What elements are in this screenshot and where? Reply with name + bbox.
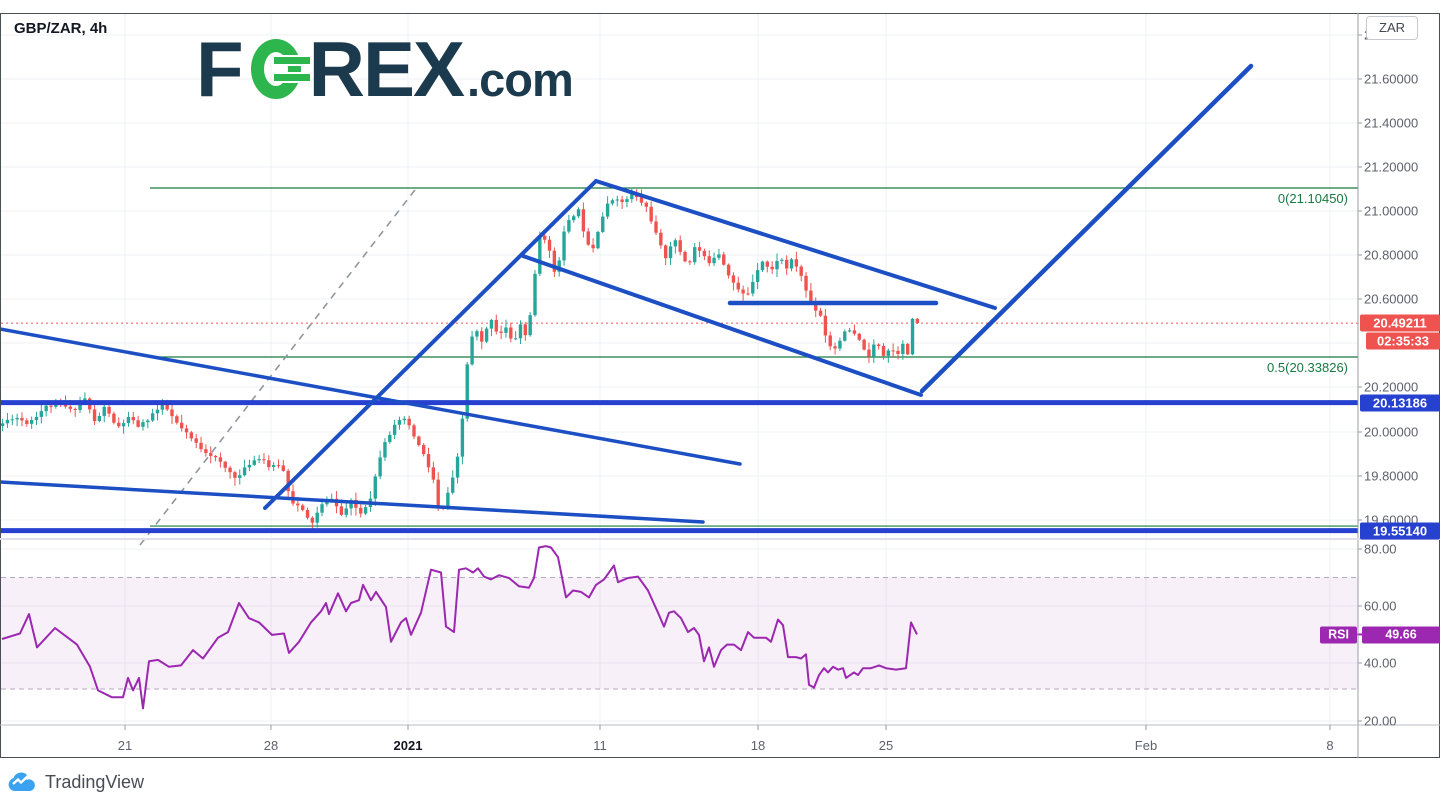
currency-button[interactable]: ZAR <box>1366 16 1418 40</box>
time-axis-tick: 18 <box>750 738 766 753</box>
watermark-letter-f: F <box>196 25 244 113</box>
countdown-label: 02:35:33 <box>1366 332 1440 350</box>
price-axis-tick: 60.00 <box>1364 598 1397 614</box>
tradingview-label: TradingView <box>45 771 145 792</box>
level-1-price-label: 20.13186 <box>1360 394 1440 412</box>
watermark-dot-com: .com <box>467 53 574 106</box>
fib-level-0-label: 0(21.10450) <box>1277 191 1348 206</box>
price-axis-tick: 21.00000 <box>1364 203 1419 219</box>
price-axis-tick: 20.00000 <box>1364 424 1419 440</box>
price-axis-tick: 80.00 <box>1364 541 1397 557</box>
tradingview-logo-icon <box>8 772 35 791</box>
time-axis-tick: 28 <box>263 738 279 753</box>
rsi-value-label: 49.66 <box>1362 626 1440 644</box>
price-axis-tick: 20.00 <box>1364 713 1397 729</box>
time-axis-tick: Feb <box>1134 738 1158 753</box>
fib-level-05-label: 0.5(20.33826) <box>1267 360 1348 375</box>
price-axis-tick: 40.00 <box>1364 655 1397 671</box>
price-axis-tick: 20.20000 <box>1364 379 1419 395</box>
price-axis-tick: 19.80000 <box>1364 468 1419 484</box>
time-axis-tick: 11 <box>593 738 607 753</box>
time-axis-tick: 2021 <box>393 738 423 753</box>
last-price-label: 20.49211 <box>1360 314 1440 332</box>
price-axis-tick: 21.40000 <box>1364 115 1419 131</box>
forex-com-watermark: F REX .com <box>196 25 574 113</box>
level-2-price-label: 19.55140 <box>1360 522 1440 540</box>
price-axis-tick: 21.20000 <box>1364 159 1419 175</box>
forex-o-logo-icon <box>250 39 310 99</box>
tradingview-attribution[interactable]: TradingView <box>8 771 144 793</box>
time-axis-tick: 8 <box>1326 738 1334 753</box>
rsi-line <box>1 545 918 710</box>
time-axis-tick: 25 <box>878 738 894 753</box>
time-axis-tick: 21 <box>117 738 133 753</box>
price-axis-tick: 20.60000 <box>1364 291 1419 307</box>
rsi-indicator-tag: RSI <box>1320 626 1357 644</box>
symbol-title: GBP/ZAR, 4h <box>14 20 108 37</box>
price-axis-tick: 20.80000 <box>1364 247 1419 263</box>
watermark-letters-rex: REX <box>308 25 465 113</box>
price-axis-tick: 21.60000 <box>1364 71 1419 87</box>
